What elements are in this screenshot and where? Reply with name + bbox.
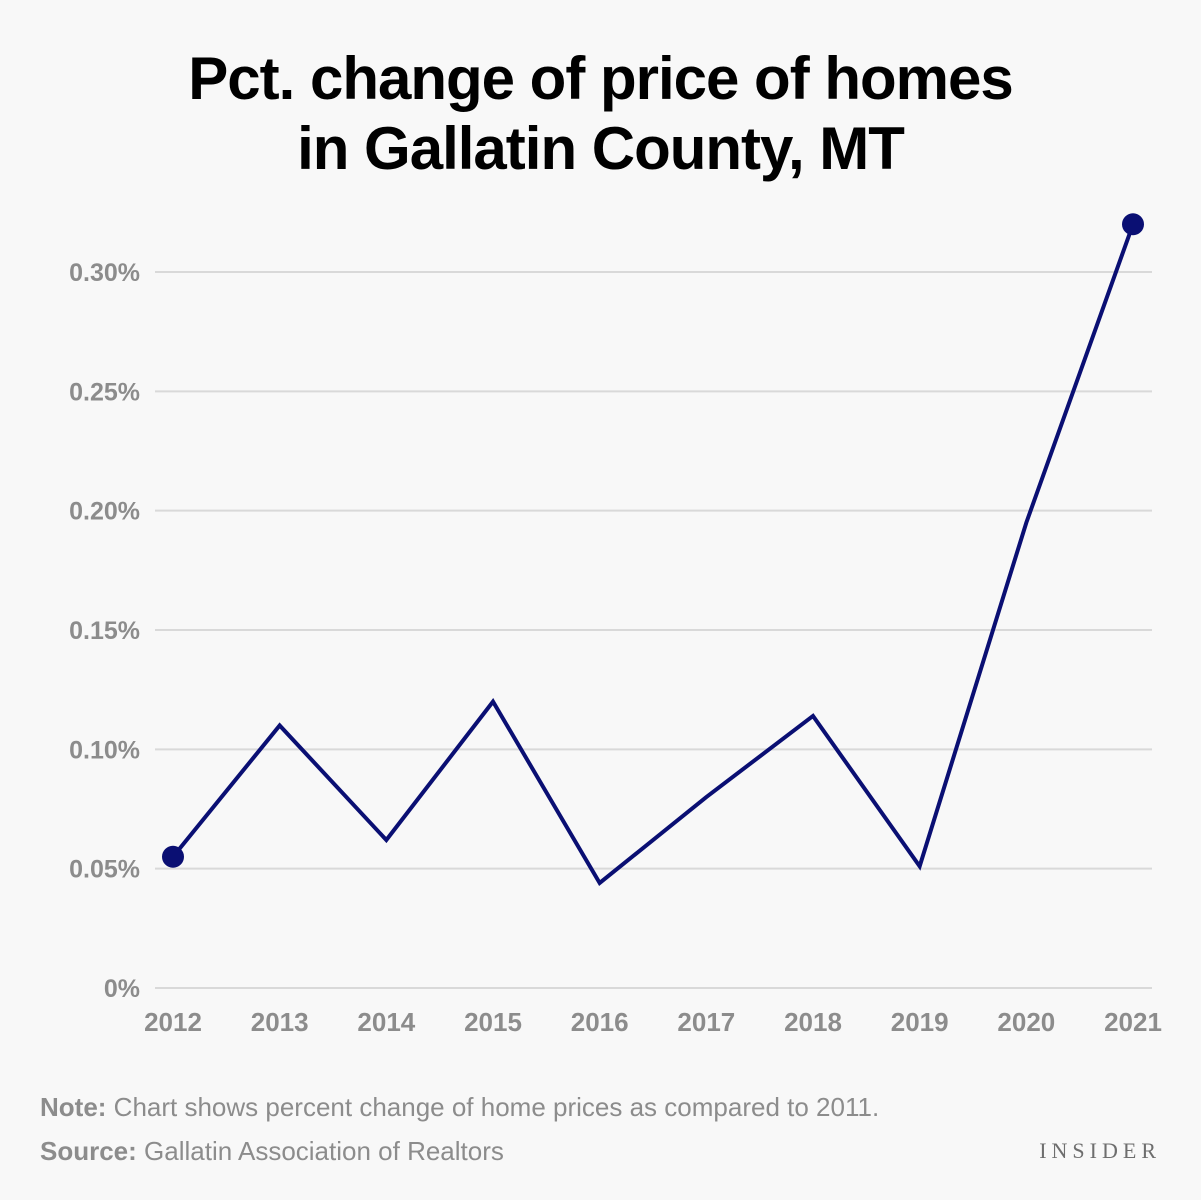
end-point-marker [1122, 213, 1144, 236]
y-tick-label: 0.05% [69, 856, 140, 884]
series-line [171, 222, 1135, 886]
y-tick-label: 0% [104, 975, 140, 1003]
chart-source: Source: Gallatin Association of Realtors [40, 1136, 504, 1167]
x-tick-label: 2015 [464, 1007, 522, 1037]
gridlines [155, 271, 1152, 989]
source-text: Gallatin Association of Realtors [136, 1136, 504, 1166]
chart-note: Note: Chart shows percent change of home… [40, 1092, 879, 1123]
source-label: Source: [40, 1136, 137, 1166]
series [162, 213, 1144, 886]
note-label: Note: [40, 1092, 107, 1122]
x-tick-label: 2012 [144, 1007, 202, 1037]
y-tick-label: 0.20% [69, 498, 140, 526]
note-text: Chart shows percent change of home price… [106, 1092, 880, 1122]
y-tick-label: 0.30% [69, 259, 140, 287]
chart-title: Pct. change of price of homes in Gallati… [0, 44, 1201, 184]
x-tick-label: 2016 [571, 1007, 629, 1037]
x-tick-label: 2021 [1104, 1007, 1162, 1037]
x-tick-label: 2018 [784, 1007, 842, 1037]
start-point-marker [162, 845, 184, 868]
x-tick-label: 2017 [677, 1007, 735, 1037]
x-tick-label: 2013 [251, 1007, 309, 1037]
y-tick-label: 0.15% [69, 617, 140, 645]
chart-title-line-2: in Gallatin County, MT [297, 115, 905, 182]
x-tick-label: 2014 [357, 1007, 415, 1037]
y-tick-label: 0.25% [69, 378, 140, 406]
x-tick-label: 2020 [997, 1007, 1055, 1037]
line-chart: 0%0.05%0.10%0.15%0.20%0.25%0.30% 2012 201… [69, 213, 1162, 1037]
x-tick-label: 2019 [891, 1007, 949, 1037]
x-axis-ticks: 2012 2013 2014 2015 2016 2017 2018 2019 2020 2021 [144, 1007, 1162, 1037]
y-tick-label: 0.10% [69, 736, 140, 764]
chart-title-line-1: Pct. change of price of homes [188, 45, 1014, 112]
y-axis-ticks: 0% 0.05% 0.10% 0.15% 0.20% 0.25% 0.30% [69, 259, 140, 1003]
insider-logo: INSIDER [1039, 1138, 1161, 1163]
